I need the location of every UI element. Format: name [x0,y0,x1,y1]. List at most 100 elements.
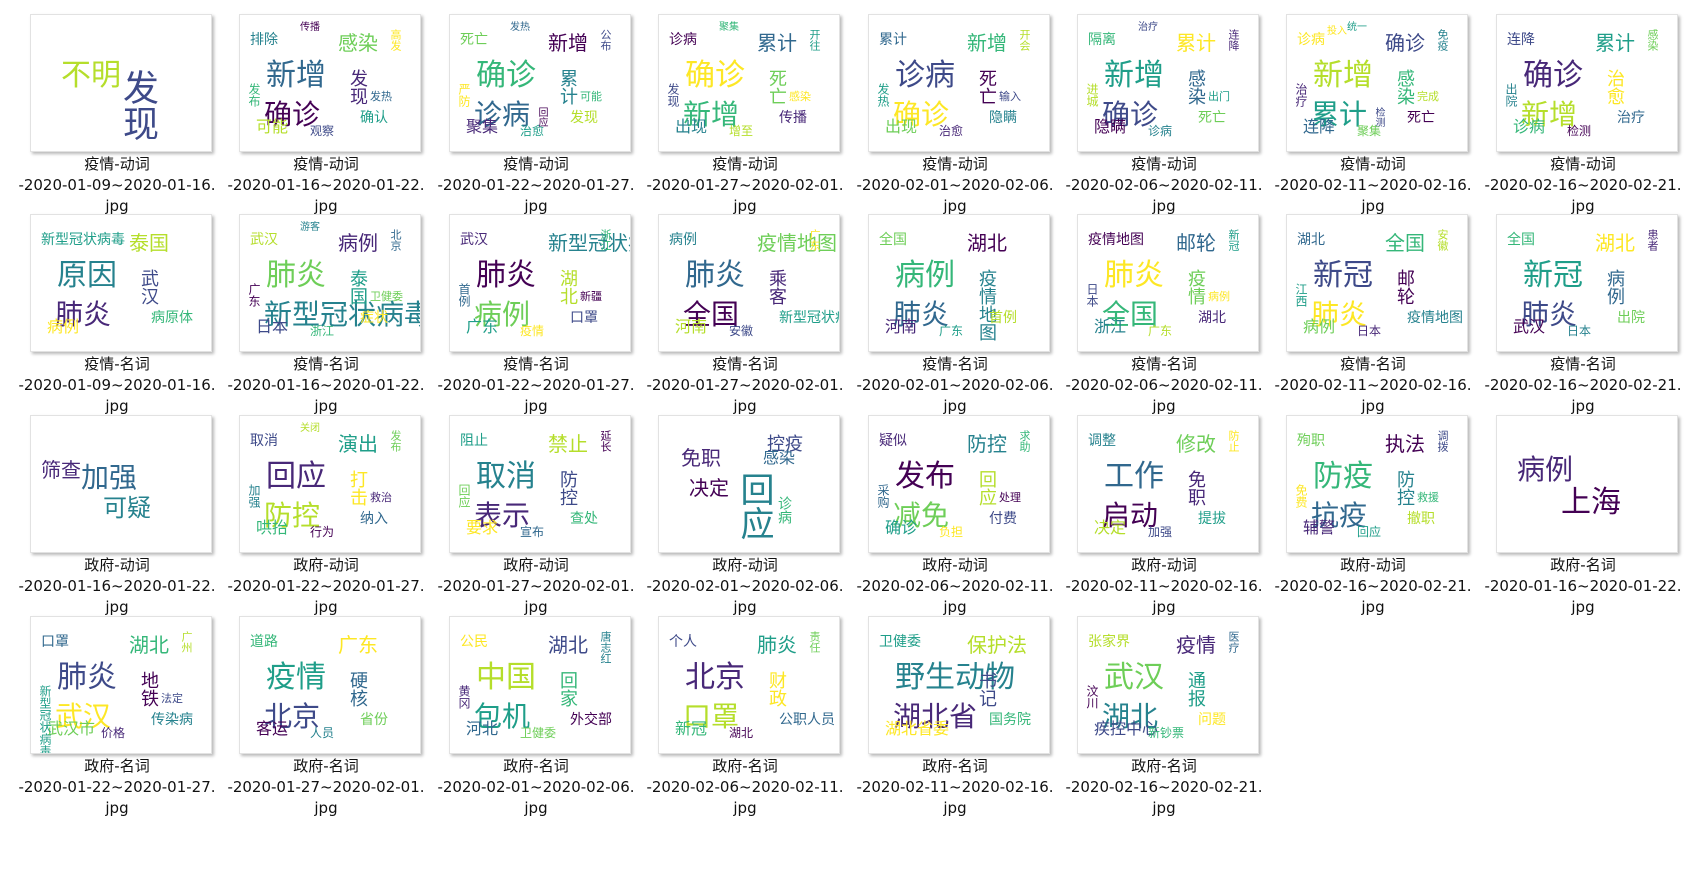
file-name-line: -2020-01-16~2020-01-22. [227,376,425,394]
file-name: 疫情-名词 -2020-01-22~2020-01-27. jpg [431,354,641,417]
cloud-word: 新增 [967,31,1007,55]
file-name-line: -2020-02-11~2020-02-16. [856,778,1054,796]
file-item[interactable]: 病例 肺炎 湖北 全国 疫情地图 河南 首例 广东 疫情-名词 -2020-02-01~2020-… [850,214,1056,426]
cloud-word: 行为 [310,525,335,539]
file-item[interactable]: 确诊 新增 累计 连降 治愈 诊病 治疗 检测 感染 出院 疫情-动词 -2020-02-16~202… [1478,14,1684,226]
cloud-word: 要求 [466,518,499,537]
file-item[interactable]: 发布 减免 防控 疑似 回应 确诊 付费 负担 求助 采购 处理 政府-动词 -2020-02-06~2… [850,415,1056,627]
cloud-word: 广东 [808,229,821,251]
cloud-word: 包机 [474,700,531,733]
cloud-word: 确诊 [685,58,745,93]
cloud-word: 发现 [666,83,680,107]
file-name-line: -2020-02-01~2020-02-06. [646,577,844,595]
file-name-line: 疫情-名词 [1131,355,1197,373]
file-item[interactable]: 野生动物 湖北省 保护法 卫健委 书记 湖北省委 国务院 政府-名词 -2020-02-11~2… [850,616,1056,828]
cloud-word: 防控 [967,432,1007,456]
cloud-word: 可能 [580,90,602,103]
file-item[interactable]: 取消 表示 禁止 阻止 防控 要求 查处 宣布 延长 回应 政府-动词 -2020-01-27~202… [431,415,637,627]
file-name: 政府-动词 -2020-02-01~2020-02-06. jpg [640,555,850,618]
wordcloud-thumbnail: 回应 防控 演出 取消 打击 哄抬 纳入 行为 发布 加强 救治 关闭 [239,415,421,553]
file-name-line: jpg [1571,197,1595,215]
file-item[interactable]: 疫情 北京 广东 道路 硬核 客运 省份 人员 政府-名词 -2020-01-27~2020-02… [221,616,427,828]
file-name-line: jpg [105,799,129,817]
file-item[interactable]: 工作 启动 修改 调整 免职 决定 提拔 加强 防止 政府-动词 -2020-02-11~2020-… [1059,415,1265,627]
cloud-word: 武汉 [460,232,488,248]
file-name: 政府-动词 -2020-01-22~2020-01-27. jpg [221,555,431,618]
file-item[interactable]: 免职 决定 回应 控疫 感染 诊病 政府-动词 -2020-02-01~2020-02-06.… [640,415,846,627]
cloud-word: 控疫 [767,434,803,455]
cloud-word: 新增 [1521,98,1578,131]
file-item[interactable]: 新增 确诊 感染 排除 发现 可能 确认 观察 高发 发布 发热 传播 疫情-动词 -2020-01-16… [221,14,427,226]
file-name-line: -2020-01-22~2020-01-27. [18,778,216,796]
cloud-word: 感染 [789,90,811,103]
cloud-word: 回应 [734,472,774,540]
cloud-word: 回应 [536,107,547,127]
cloud-word: 防控 [264,499,321,532]
file-item[interactable]: 诊病 确诊 新增 累计 死亡 出现 隐瞒 治愈 开会 发热 输入 疫情-动词 -2020-02-01~2… [850,14,1056,226]
cloud-word: 野生动物 [895,660,1015,695]
cloud-word: 诊病 [895,58,955,93]
cloud-word: 病例 [338,231,378,255]
file-name: 疫情-名词 -2020-01-09~2020-01-16. jpg [12,354,222,417]
cloud-word: 卫健委 [520,726,557,740]
cloud-word: 问题 [1198,712,1226,728]
file-item[interactable]: 不明 发现 疫情-动词 -2020-01-09~2020-01-16. jpg [12,14,218,226]
file-item[interactable]: 武汉 湖北 疫情 张家界 通报 疾控中心 问题 新钞票 医疗 汶川 政府-名词 -2020-02-16… [1059,616,1265,828]
file-name: 疫情-名词 -2020-02-11~2020-02-16. jpg [1268,354,1478,417]
cloud-word: 回应 [976,470,997,506]
file-name-line: 疫情-名词 [712,355,778,373]
file-name-line: 政府-名词 [1550,556,1616,574]
cloud-word: 感染 [338,31,378,55]
file-name-line: jpg [105,598,129,616]
cloud-word: 肺炎 [757,633,797,657]
cloud-word: 武汉 [1513,317,1546,336]
cloud-word: 肺炎 [266,258,326,293]
cloud-word: 死亡 [1407,110,1435,126]
cloud-word: 决定 [1094,518,1127,537]
cloud-word: 邮轮 [1394,269,1415,305]
file-name-line: 疫情-动词 [503,155,569,173]
cloud-word: 防控 [557,470,578,506]
file-item[interactable]: 原因 肺炎 泰国 新型冠状病毒 武汉 病例 病原体 疫情-名词 -2020-01-09~2020… [12,214,218,426]
cloud-word: 湖北省 [893,700,978,733]
file-name-line: 政府-动词 [503,556,569,574]
file-name: 政府-名词 -2020-01-22~2020-01-27. jpg [12,756,222,819]
file-item[interactable]: 病例 上海 政府-名词 -2020-01-16~2020-01-22. jpg [1478,415,1684,627]
cloud-word: 开会 [1018,29,1031,51]
cloud-word: 诊病 [1297,32,1325,48]
file-item[interactable]: 筛查 加强 可疑 政府-动词 -2020-01-16~2020-01-22. jpg [12,415,218,627]
cloud-word: 治愈 [520,124,545,138]
file-item[interactable]: 中国 包机 湖北 公民 回家 河北 外交部 卫健委 唐志红 黄冈 政府-名词 -2020-02-01~… [431,616,637,828]
file-name-line: jpg [105,197,129,215]
file-item[interactable]: 新冠 肺炎 湖北 全国 病例 武汉 出院 日本 患者 疫情-名词 -2020-02-16~2020-… [1478,214,1684,426]
cloud-word: 确诊 [893,98,950,131]
file-item[interactable]: 新冠 肺炎 全国 湖北 邮轮 病例 疫情地图 日本 安徽 江西 疫情-名词 -2020-02-11~2… [1268,214,1474,426]
cloud-word: 新钞票 [1148,726,1185,740]
file-item[interactable]: 确诊 诊病 新增 死亡 累计 聚集 发现 治愈 公布 严防 可能 发热 回应 疫情-动词 -2020-01-… [431,14,637,226]
cloud-word: 广东 [466,317,499,336]
file-item[interactable]: 新增 累计 确诊 诊病 感染 连降 死亡 聚集 免疫 治疗 完成 统一 检测 投入 疫情-动词 -2020-0… [1268,14,1474,226]
file-name-line: jpg [314,197,338,215]
file-name-line: jpg [1152,397,1176,415]
cloud-word: 确诊 [885,518,918,537]
file-item[interactable]: 防疫 抗疫 执法 殉职 防控 辅警 撤职 回应 调拨 免费 救援 政府-动词 -2020-02-16~2… [1268,415,1474,627]
file-item[interactable]: 肺炎 武汉 湖北 口罩 地铁 武汉市 传染病 价格 广州 新型冠状病毒 法定 政府-名词 -2020-0… [12,616,218,828]
cloud-word: 病例 [474,298,531,331]
file-name-line: 政府-动词 [1131,556,1197,574]
cloud-word: 广东 [939,324,964,338]
file-name-line: 政府-名词 [922,757,988,775]
file-item[interactable]: 北京 口罩 肺炎 个人 财政 新冠 公职人员 湖北 责任 政府-名词 -2020-02-06~202… [640,616,846,828]
file-item[interactable]: 新增 确诊 累计 隔离 感染 隐瞒 死亡 诊病 连降 进城 出门 治疗 疫情-动词 -2020-02-06… [1059,14,1265,226]
cloud-word: 修改 [1176,432,1216,456]
file-item[interactable]: 回应 防控 演出 取消 打击 哄抬 纳入 行为 发布 加强 救治 关闭 政府-动词 -2020-01-22… [221,415,427,627]
file-item[interactable]: 确诊 新增 累计 诊病 死亡 出现 传播 增至 开往 发现 感染 聚集 疫情-动词 -2020-01-27… [640,14,846,226]
wordcloud-thumbnail: 发布 减免 防控 疑似 回应 确诊 付费 负担 求助 采购 处理 [868,415,1050,553]
file-item[interactable]: 肺炎 新型冠状病毒 病例 武汉 泰国 日本 症状 浙江 北京 广东 卫健委 游客 疫情-名词 -2020-… [221,214,427,426]
cloud-word: 连降 [1507,32,1535,48]
cloud-word: 病例 [1604,269,1625,305]
file-item[interactable]: 肺炎 全国 邮轮 疫情地图 疫情 浙江 湖北 广东 新冠 日本 病例 疫情-名词 -2020-02-06… [1059,214,1265,426]
file-name-line: -2020-02-16~2020-02-21. [1484,376,1682,394]
cloud-word: 新增 [1104,58,1164,93]
